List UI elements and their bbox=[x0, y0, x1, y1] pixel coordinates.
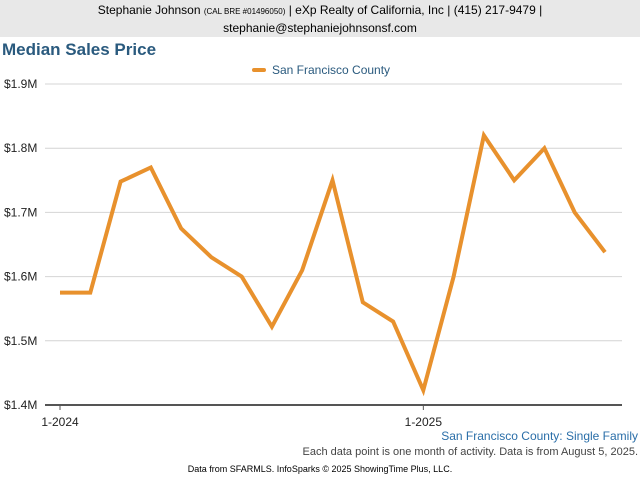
series-line bbox=[60, 130, 607, 397]
data-credit: Data from SFARMLS. InfoSparks © 2025 Sho… bbox=[187, 464, 453, 474]
x-tick-label: 1-2024 bbox=[41, 415, 79, 429]
chart-legend: San Francisco County bbox=[252, 62, 390, 78]
y-tick-label: $1.8M bbox=[4, 141, 37, 155]
agent-header-line1: Stephanie Johnson (CAL BRE #01496050) | … bbox=[0, 2, 640, 20]
data-footnote: Each data point is one month of activity… bbox=[302, 446, 638, 458]
x-tick-label: 1-2025 bbox=[405, 415, 443, 429]
y-tick-label: $1.4M bbox=[4, 398, 37, 412]
y-tick-label: $1.5M bbox=[4, 334, 37, 348]
legend-label: San Francisco County bbox=[272, 63, 391, 77]
agent-header: Stephanie Johnson (CAL BRE #01496050) | … bbox=[0, 0, 640, 37]
y-tick-label: $1.6M bbox=[4, 270, 37, 284]
y-tick-label: $1.9M bbox=[4, 77, 37, 91]
y-tick-label: $1.7M bbox=[4, 205, 37, 219]
agent-contact: | eXp Realty of California, Inc | (415) … bbox=[288, 3, 543, 17]
agent-name: Stephanie Johnson bbox=[97, 3, 201, 17]
agent-license: (CAL BRE #01496050) bbox=[203, 7, 286, 16]
legend-swatch bbox=[252, 68, 266, 72]
agent-email: stephanie@stephaniejohnsonsf.com bbox=[223, 21, 417, 35]
series-description: San Francisco County: Single Family bbox=[441, 429, 638, 443]
chart-title: Median Sales Price bbox=[2, 40, 157, 59]
